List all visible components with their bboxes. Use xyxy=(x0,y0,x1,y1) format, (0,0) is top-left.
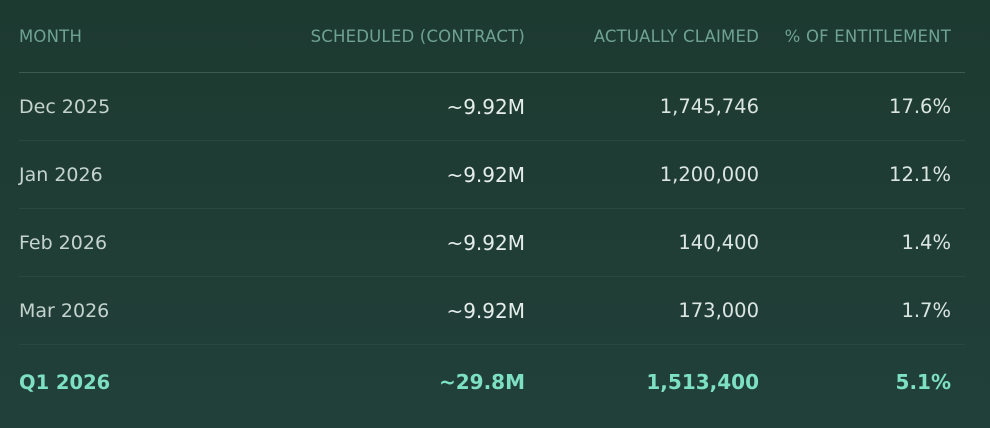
total-percent: 5.1% xyxy=(895,370,951,394)
cell-claimed: 140,400 xyxy=(525,208,759,277)
cell-claimed: 173,000 xyxy=(525,276,759,345)
table-row: Feb 2026 ~9.92M 140,400 1.4% xyxy=(19,208,965,277)
total-scheduled: ~29.8M xyxy=(438,370,525,394)
total-claimed: 1,513,400 xyxy=(646,370,759,394)
header-claimed: ACTUALLY CLAIMED xyxy=(525,0,759,73)
cell-percent: 1.4% xyxy=(759,208,965,277)
table-row: Mar 2026 ~9.92M 173,000 1.7% xyxy=(19,276,965,345)
cell-claimed: 1,200,000 xyxy=(525,140,759,209)
table-row: Dec 2025 ~9.92M 1,745,746 17.6% xyxy=(19,72,965,141)
cell-percent: 12.1% xyxy=(759,140,965,209)
cell-scheduled: ~9.92M xyxy=(239,72,525,141)
cell-month: Feb 2026 xyxy=(19,208,239,277)
total-month: Q1 2026 xyxy=(19,370,111,394)
cell-scheduled: ~9.92M xyxy=(239,208,525,277)
entitlement-table-container: MONTH SCHEDULED (CONTRACT) ACTUALLY CLAI… xyxy=(19,0,965,419)
table-header-row: MONTH SCHEDULED (CONTRACT) ACTUALLY CLAI… xyxy=(19,0,965,73)
cell-month: Jan 2026 xyxy=(19,140,239,209)
table-total-row: Q1 2026 ~29.8M 1,513,400 5.1% xyxy=(19,345,965,420)
cell-scheduled: ~9.92M xyxy=(239,276,525,345)
cell-scheduled: ~9.92M xyxy=(239,140,525,209)
table-row: Jan 2026 ~9.92M 1,200,000 12.1% xyxy=(19,140,965,209)
cell-claimed: 1,745,746 xyxy=(525,72,759,141)
header-scheduled: SCHEDULED (CONTRACT) xyxy=(239,0,525,73)
cell-percent: 17.6% xyxy=(759,72,965,141)
cell-percent: 1.7% xyxy=(759,276,965,345)
entitlement-table: MONTH SCHEDULED (CONTRACT) ACTUALLY CLAI… xyxy=(19,0,965,419)
header-month: MONTH xyxy=(19,0,239,73)
header-percent: % OF ENTITLEMENT xyxy=(759,0,965,73)
cell-month: Dec 2025 xyxy=(19,72,239,141)
cell-month: Mar 2026 xyxy=(19,276,239,345)
